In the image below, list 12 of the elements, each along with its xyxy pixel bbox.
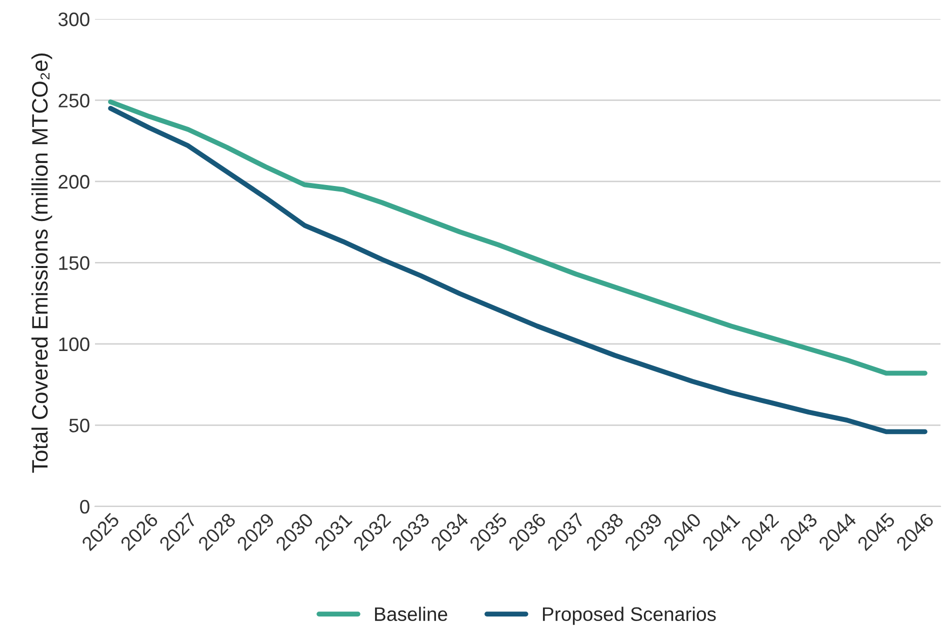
legend-label: Proposed Scenarios: [542, 606, 716, 625]
y-axis-title: Total Covered Emissions (million MTCO₂e): [31, 54, 52, 473]
y-tick-label: 300: [58, 12, 90, 26]
legend-label: Baseline: [375, 606, 448, 622]
y-tick-label: 100: [59, 337, 90, 352]
y-tick-label: 150: [59, 256, 90, 270]
line-series: [108, 106, 928, 434]
line-series: [108, 99, 928, 376]
y-tick-label: 250: [58, 94, 90, 108]
y-tick-label: 50: [69, 418, 90, 432]
y-tick-label: 200: [58, 174, 90, 189]
y-tick-label: 0: [80, 500, 90, 514]
